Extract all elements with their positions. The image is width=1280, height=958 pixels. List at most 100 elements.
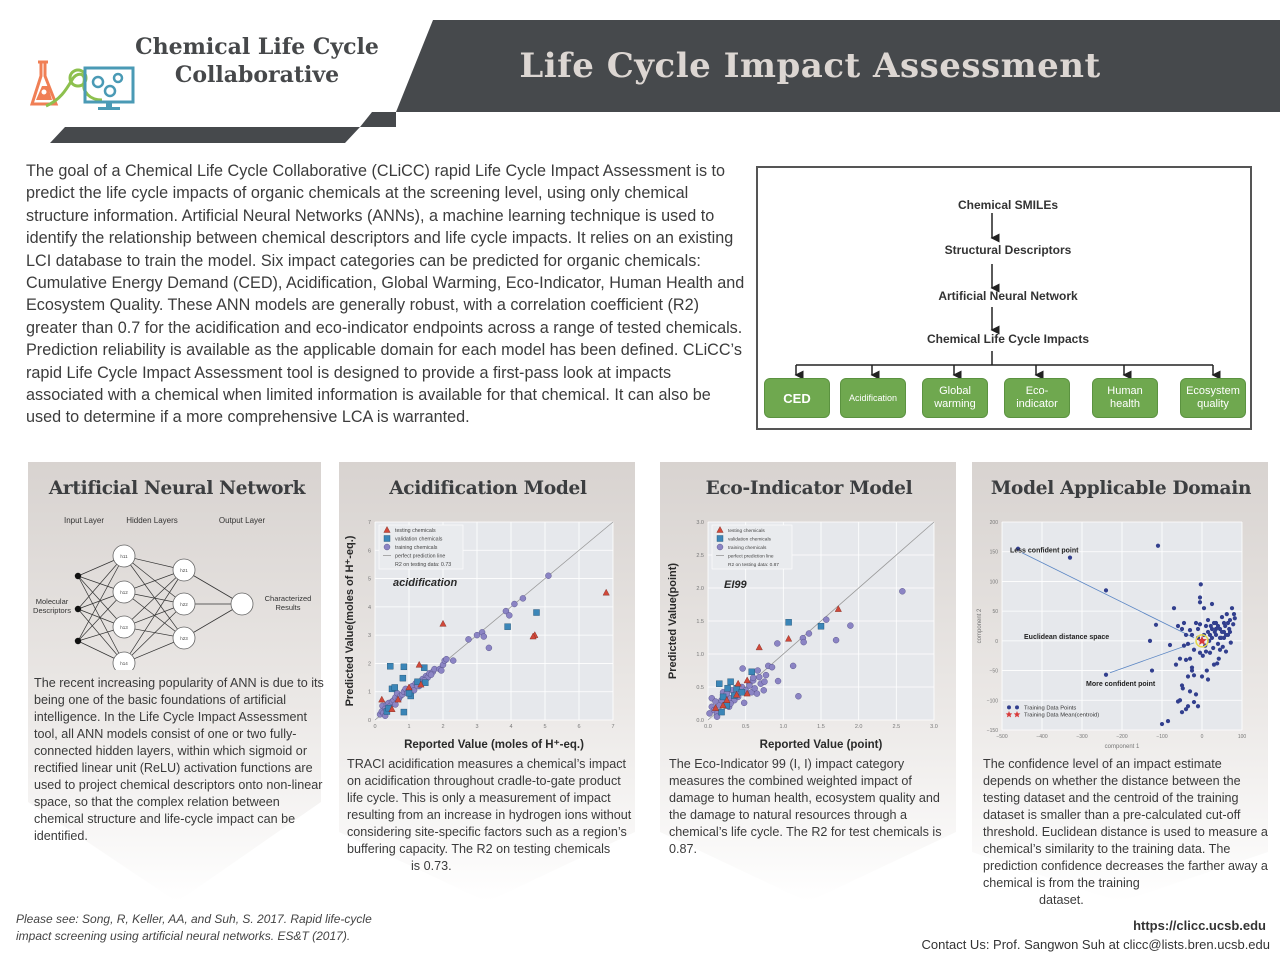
- testing-point-marker: [785, 634, 793, 642]
- panel-acidification: Acidification Model 0 0 1 1 2 2 3 3 4 4 5 5 6 6 7 7 test…: [339, 462, 637, 902]
- acidification-scatter-chart: 00 1 1 2 2 3 3 4 4 5 5 6 6 7 7 testing chemicals validat…: [344, 520, 615, 751]
- training-data-point: [1199, 674, 1205, 679]
- training-data-point: [1231, 622, 1236, 627]
- training-point-marker: [465, 636, 472, 643]
- training-data-point: [1189, 632, 1195, 638]
- y-tick-label: 200: [990, 520, 999, 526]
- x-tick-label: 3: [475, 724, 478, 730]
- org-title-line2: Collaborative: [174, 62, 340, 88]
- training-data-point: [1171, 606, 1177, 611]
- testing-point-marker: [529, 632, 537, 640]
- centroid-star-icon: [1197, 635, 1207, 645]
- panel-eco-indicator: Eco-Indicator Model 0.0 0.0 0.5 0.5 1.0 1.0 1.…: [660, 462, 958, 902]
- input-node: [74, 572, 82, 580]
- training-data-point: [1159, 721, 1165, 727]
- output-node: [230, 592, 254, 616]
- x-tick-label: 7: [611, 724, 614, 730]
- x-tick-label: 0: [1201, 734, 1204, 740]
- training-data-point: [1205, 629, 1211, 635]
- y-tick-label: 50: [992, 609, 998, 615]
- x-tick-label: 3.0: [930, 724, 938, 730]
- legend-label: Training Data Points: [1024, 705, 1076, 711]
- y-tick-label: 1.5: [696, 619, 704, 625]
- training-data-point: [1067, 555, 1073, 560]
- training-point-marker: [746, 682, 753, 689]
- annotation-less-confident: Less confident point: [1010, 548, 1079, 555]
- training-data-point: [1203, 623, 1209, 629]
- training-data-point: [1201, 606, 1207, 611]
- testing-point-marker: [743, 676, 751, 684]
- training-data-point: [1187, 689, 1193, 694]
- legend-label: perfect prediction line: [728, 554, 774, 560]
- y-tick-label: −50: [990, 669, 999, 675]
- training-data-point: [1181, 643, 1187, 648]
- applicable-domain-description-tail: dataset.: [1039, 893, 1084, 907]
- org-title: Chemical Life Cycle Collaborative: [112, 33, 402, 89]
- training-data-point: [1224, 612, 1229, 617]
- series-training-data-points: [1015, 543, 1237, 727]
- training-point-marker: [449, 657, 457, 664]
- training-data-point: [1147, 638, 1153, 643]
- header-banner: [50, 20, 1280, 143]
- x-tick-label: −500: [996, 734, 1007, 740]
- training-data-point: [1209, 626, 1215, 632]
- training-data-point: [1228, 640, 1233, 645]
- y-axis-label: Predicted Value(point): [667, 563, 679, 679]
- hidden-node: [112, 651, 136, 670]
- x-tick-label: −200: [1116, 734, 1127, 740]
- website-link[interactable]: https://clicc.ucsb.edu: [1133, 918, 1266, 933]
- series-testing-chemicals: [711, 605, 842, 711]
- flow-step-impacts: Chemical Life Cycle Impacts: [926, 332, 1090, 346]
- gridlines: [707, 521, 935, 721]
- training-data-point: [1181, 620, 1187, 626]
- acidification-description-main: TRACI acidification measures a chemical’…: [347, 757, 632, 856]
- testing-point-marker: [417, 680, 425, 688]
- hidden-node: [172, 558, 196, 582]
- x-tick-label: −400: [1036, 734, 1047, 740]
- hidden-layers-label: Hidden Layers: [126, 516, 178, 525]
- ann-description: The recent increasing popularity of ANN …: [34, 676, 324, 843]
- hidden-node: [172, 626, 196, 650]
- x-tick-label: 1.5: [817, 724, 825, 730]
- training-point-marker: [789, 662, 797, 670]
- panel-title: Eco-Indicator Model: [705, 478, 913, 499]
- contact-info: Contact Us: Prof. Sangwon Suh at clicc@l…: [921, 937, 1270, 952]
- x-tick-label: 2.0: [855, 724, 863, 730]
- training-data-point: [1155, 543, 1161, 548]
- nn-edge: [123, 569, 185, 664]
- training-data-point: [1195, 704, 1201, 709]
- x-tick-label: 2: [441, 724, 444, 730]
- validation-point-marker: [399, 674, 407, 682]
- training-point-marker: [740, 699, 748, 707]
- page-title: Life Cycle Impact Assessment: [519, 46, 1101, 86]
- training-point-marker: [760, 687, 767, 694]
- training-data-point: [1197, 622, 1203, 627]
- y-tick-label: 3.0: [696, 520, 704, 526]
- training-data-point: [1220, 644, 1225, 649]
- training-point-marker: [519, 595, 527, 602]
- gridlines: [374, 521, 614, 721]
- training-data-point: [1221, 620, 1227, 626]
- training-point-marker: [768, 663, 776, 671]
- more-confident-distance-line: [1109, 642, 1195, 674]
- y-tick-label: −150: [987, 728, 998, 734]
- y-tick-label: 2.5: [696, 553, 704, 559]
- legend-label: perfect prediction line: [395, 554, 445, 560]
- validation-point-marker: [718, 708, 725, 716]
- training-point-marker: [800, 638, 807, 646]
- training-data-point: [1175, 623, 1181, 629]
- hidden-node: [112, 615, 136, 639]
- training-data-point: [1223, 632, 1229, 638]
- perfect-prediction-line: [707, 521, 935, 721]
- training-data-point: [1229, 606, 1235, 611]
- panel-title: Acidification Model: [389, 478, 587, 499]
- testing-point-marker: [723, 696, 731, 703]
- title-banner-shape: [396, 20, 1280, 112]
- bottom-stripe-shape: [50, 127, 360, 143]
- y-tick-label: 0: [995, 639, 998, 645]
- testing-point-marker: [439, 619, 447, 627]
- x-tick-label: 0: [373, 724, 376, 730]
- x-tick-label: 6: [577, 724, 580, 730]
- training-data-point: [1197, 600, 1203, 605]
- hidden-node-label: h21: [180, 568, 188, 573]
